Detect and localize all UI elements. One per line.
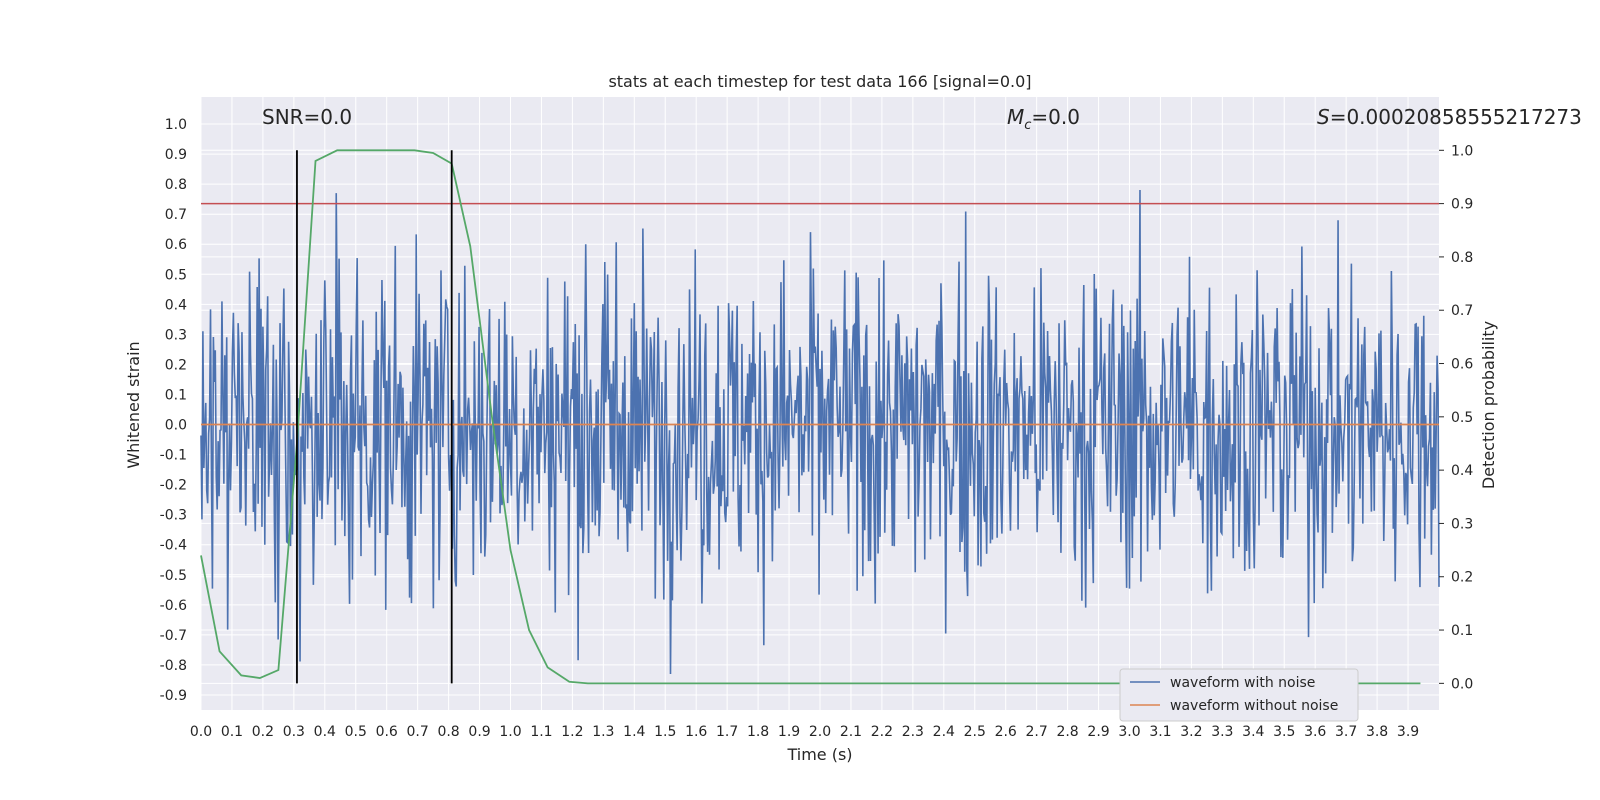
x-tick-label: 0.6 xyxy=(376,724,398,740)
s-value: =0.00020858555217273 xyxy=(1330,105,1582,129)
x-tick-label: 3.1 xyxy=(1149,724,1171,740)
y-tick-label: 0.1 xyxy=(165,387,187,403)
x-tick-label: 3.9 xyxy=(1397,724,1419,740)
legend: waveform with noise waveform without noi… xyxy=(1119,668,1359,722)
y2-tick-label: 0.2 xyxy=(1451,570,1473,586)
mc-value: =0.0 xyxy=(1031,105,1080,129)
mc-symbol: M xyxy=(1007,105,1024,129)
mc-annotation: Mc=0.0 xyxy=(1007,105,1080,133)
legend-label-with-noise: waveform with noise xyxy=(1170,675,1315,691)
x-tick-label: 1.8 xyxy=(747,724,769,740)
y2-tick-label: 0.0 xyxy=(1451,676,1473,692)
y-tick-label: -0.1 xyxy=(160,448,187,464)
x-tick-label: 3.3 xyxy=(1211,724,1233,740)
y2-tick-label: 0.7 xyxy=(1451,303,1473,319)
y-tick-label: -0.5 xyxy=(160,568,187,584)
y2-tick-label: 0.8 xyxy=(1451,250,1473,266)
x-tick-label: 1.5 xyxy=(654,724,676,740)
y2-tick-label: 0.6 xyxy=(1451,357,1473,373)
s-symbol: S xyxy=(1317,105,1330,129)
snr-annotation: SNR=0.0 xyxy=(262,105,352,129)
y2-tick-label: 0.9 xyxy=(1451,197,1473,213)
y2-axis-label: Detection probability xyxy=(1479,321,1498,489)
x-tick-label: 2.5 xyxy=(964,724,986,740)
x-tick-label: 0.8 xyxy=(437,724,459,740)
x-tick-label: 2.7 xyxy=(1026,724,1048,740)
x-tick-label: 3.0 xyxy=(1118,724,1140,740)
y-tick-label: -0.2 xyxy=(160,478,187,494)
y-tick-label: 0.6 xyxy=(165,237,187,253)
x-tick-label: 1.2 xyxy=(561,724,583,740)
series-lines xyxy=(200,149,1439,685)
x-tick-label: 2.2 xyxy=(871,724,893,740)
x-tick-label: 2.9 xyxy=(1087,724,1109,740)
x-tick-label: 1.6 xyxy=(685,724,707,740)
x-tick-label: 3.6 xyxy=(1304,724,1326,740)
y-tick-label: -0.7 xyxy=(160,628,187,644)
x-tick-label: 0.0 xyxy=(190,724,212,740)
y-tick-label: 0.0 xyxy=(165,418,187,434)
waveform-with-noise-line xyxy=(200,190,1440,674)
x-tick-label: 0.3 xyxy=(283,724,305,740)
x-tick-label: 2.1 xyxy=(840,724,862,740)
y-tick-label: -0.3 xyxy=(160,508,187,524)
y-tick-label: 0.8 xyxy=(165,177,187,193)
series-waveform-with-noise xyxy=(200,190,1440,674)
y-tick-label: 0.7 xyxy=(165,207,187,223)
x-tick-label: 3.5 xyxy=(1273,724,1295,740)
x-tick-label: 3.4 xyxy=(1242,724,1264,740)
x-tick-label: 0.4 xyxy=(314,724,336,740)
x-tick-label: 2.6 xyxy=(995,724,1017,740)
y-tick-label: 0.3 xyxy=(165,327,187,343)
y2-tick-label: 0.5 xyxy=(1451,410,1473,426)
y2-tick-label: 1.0 xyxy=(1451,143,1473,159)
chart-title: stats at each timestep for test data 166… xyxy=(608,72,1031,91)
x-tick-label: 1.9 xyxy=(778,724,800,740)
x-tick-label: 1.4 xyxy=(623,724,645,740)
y-axis-label: Whitened strain xyxy=(124,341,143,468)
legend-label-without-noise: waveform without noise xyxy=(1170,698,1338,714)
y-tick-label: -0.8 xyxy=(160,658,187,674)
x-tick-label: 0.9 xyxy=(468,724,490,740)
legend-box xyxy=(1119,668,1359,722)
x-tick-label: 1.3 xyxy=(592,724,614,740)
x-tick-label: 1.7 xyxy=(716,724,738,740)
x-tick-label: 3.8 xyxy=(1366,724,1388,740)
y-tick-label: 0.4 xyxy=(165,297,187,313)
y2-tick-label: 0.1 xyxy=(1451,623,1473,639)
y-tick-label: 0.2 xyxy=(165,357,187,373)
y-tick-label: 0.5 xyxy=(165,267,187,283)
mc-subscript: c xyxy=(1024,118,1031,133)
x-tick-label: 2.3 xyxy=(902,724,924,740)
x-tick-label: 0.2 xyxy=(252,724,274,740)
y2-tick-label: 0.3 xyxy=(1451,516,1473,532)
x-tick-label: 0.7 xyxy=(407,724,429,740)
x-tick-label: 3.7 xyxy=(1335,724,1357,740)
x-axis-label: Time (s) xyxy=(786,745,852,764)
y-tick-label: 1.0 xyxy=(165,117,187,133)
y-tick-label: -0.9 xyxy=(160,688,187,704)
y-tick-label: 0.9 xyxy=(165,147,187,163)
x-tick-label: 2.4 xyxy=(933,724,955,740)
axis-ticks: 0.0 0.1 0.2 0.3 0.4 0.5 0.6 0.7 0.8 0.9 1.0 1.1 1.2 1… xyxy=(160,117,1474,740)
x-tick-label: 0.5 xyxy=(345,724,367,740)
s-annotation: S=0.00020858555217273 xyxy=(1317,105,1582,129)
y-tick-label: -0.4 xyxy=(160,538,187,554)
y-tick-label: -0.6 xyxy=(160,598,187,614)
detection-probability-line xyxy=(200,149,1421,685)
x-tick-label: 0.1 xyxy=(221,724,243,740)
x-tick-label: 3.2 xyxy=(1180,724,1202,740)
x-tick-label: 1.0 xyxy=(499,724,521,740)
y2-tick-label: 0.4 xyxy=(1451,463,1473,479)
x-tick-label: 1.1 xyxy=(530,724,552,740)
x-tick-label: 2.8 xyxy=(1056,724,1078,740)
x-tick-label: 2.0 xyxy=(809,724,831,740)
